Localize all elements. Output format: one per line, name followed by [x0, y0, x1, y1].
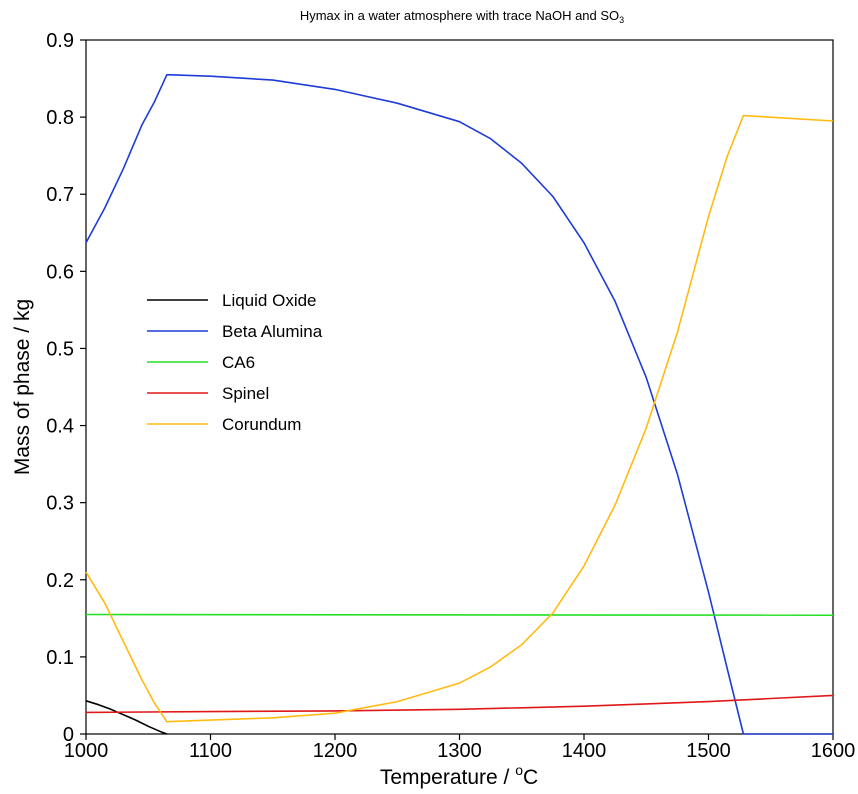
x-tick-label: 1000 — [64, 740, 109, 762]
y-tick-label: 0.6 — [46, 261, 74, 283]
x-axis: 1000 1100 1200 1300 1400 1500 1600 — [64, 734, 856, 762]
series-lines — [85, 73, 834, 735]
plot-area: 1000 1100 1200 1300 1400 1500 1600 00.10.20.30… — [46, 30, 855, 762]
x-tick-label: 1200 — [313, 740, 358, 762]
plot-frame — [85, 39, 834, 735]
y-tick-label: 0.1 — [46, 647, 74, 669]
chart-title-subscript: 3 — [619, 15, 624, 25]
chart-title-main: Hymax in a water atmosphere with trace N… — [300, 8, 619, 23]
x-tick-label: 1400 — [562, 740, 607, 762]
x-axis-title-superscript: o — [515, 762, 523, 778]
series-line-spinel — [85, 694, 834, 714]
series-line-beta-alumina — [85, 73, 833, 735]
series-line-corundum — [85, 114, 834, 723]
legend-label-spinel: Spinel — [222, 384, 269, 403]
y-axis-title: Mass of phase / kg — [11, 299, 34, 475]
x-axis-title-main: Temperature / — [380, 766, 515, 789]
legend-label-beta-alumina: Beta Alumina — [222, 322, 323, 341]
x-axis-title-unit: C — [523, 766, 538, 789]
series-line-ca6 — [85, 613, 834, 617]
legend-label-corundum: Corundum — [222, 415, 301, 434]
series-line-liquid-oxide — [85, 700, 168, 735]
y-tick-label: 0.2 — [46, 570, 74, 592]
chart-title: Hymax in a water atmosphere with trace N… — [300, 8, 624, 25]
legend-label-ca6: CA6 — [222, 353, 255, 372]
x-tick-label: 1600 — [811, 740, 856, 762]
legend: Liquid Oxide Beta Alumina CA6 Spinel Corundu… — [147, 291, 323, 434]
x-tick-label: 1100 — [189, 740, 232, 762]
x-axis-title: Temperature / oC — [380, 762, 538, 789]
legend-label-liquid-oxide: Liquid Oxide — [222, 291, 317, 310]
y-tick-label: 0.7 — [46, 184, 74, 206]
y-tick-label: 0.4 — [46, 416, 74, 438]
y-axis: 0 0.1 0.2 0.3 0.4 0.5 0.6 0.7 0.8 0.9 — [46, 30, 86, 746]
y-tick-label: 0.9 — [46, 30, 74, 52]
y-tick-label: 0.5 — [46, 338, 74, 360]
y-tick-label: 0.8 — [46, 107, 74, 129]
y-tick-label: 0.3 — [46, 493, 74, 515]
x-tick-label: 1500 — [686, 740, 731, 762]
x-tick-label: 1300 — [437, 740, 482, 762]
y-tick-label: 0 — [63, 724, 74, 746]
